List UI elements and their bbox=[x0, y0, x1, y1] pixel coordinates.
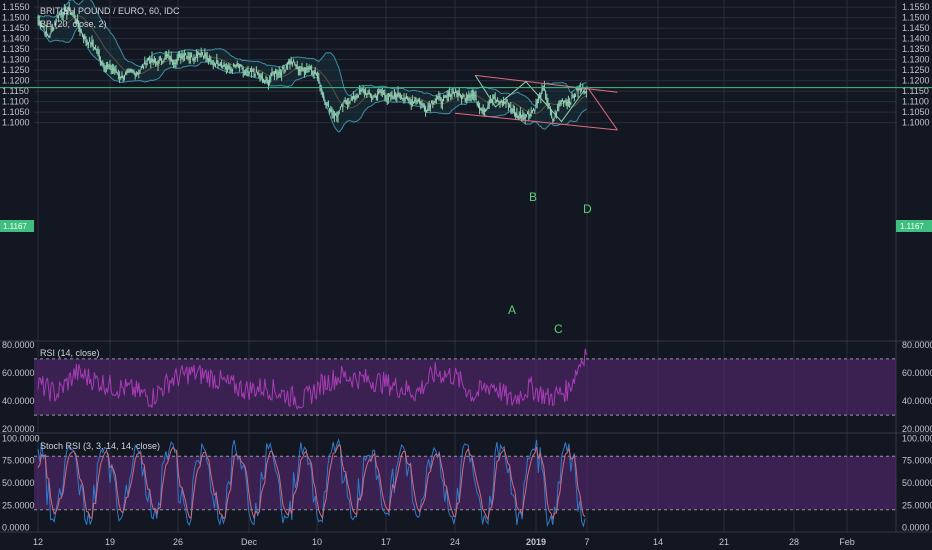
stoch-k-line bbox=[37, 438, 586, 528]
rsi-band-fill bbox=[34, 358, 896, 416]
symbol-title: BRITISH POUND / EURO, 60, IDC bbox=[40, 6, 180, 16]
svg-text:1.1167: 1.1167 bbox=[3, 222, 27, 231]
time-tick-2: 26 bbox=[173, 537, 183, 547]
rsi-tick-0-left: 80.0000 bbox=[2, 340, 35, 350]
price-tick-0-left: 1.1550 bbox=[2, 2, 30, 12]
current-price-tag-left: 1.1167 bbox=[0, 220, 34, 232]
stoch-tick-1: 75.0000 bbox=[902, 456, 932, 466]
price-tick-1: 1.1500 bbox=[902, 13, 930, 23]
time-tick-11: 28 bbox=[789, 537, 799, 547]
price-tick-8: 1.1150 bbox=[902, 86, 929, 96]
harmonic-lower-channel bbox=[454, 112, 618, 131]
price-tick-6-left: 1.1250 bbox=[2, 65, 30, 75]
pattern-label-c: C bbox=[554, 322, 563, 336]
stoch-tick-4-left: 0.0000 bbox=[2, 523, 30, 533]
rsi-tick-0: 80.0000 bbox=[902, 340, 932, 350]
pattern-label-d: D bbox=[583, 202, 592, 216]
time-tick-8: 7 bbox=[584, 537, 589, 547]
svg-text:1.1167: 1.1167 bbox=[900, 222, 924, 231]
price-tick-10: 1.1050 bbox=[902, 107, 930, 117]
rsi-tick-2: 40.0000 bbox=[902, 396, 932, 406]
stoch-tick-2: 50.0000 bbox=[902, 478, 932, 488]
rsi-title: RSI (14, close) bbox=[40, 348, 100, 358]
rsi-tick-2-left: 40.0000 bbox=[2, 396, 35, 406]
price-tick-8-left: 1.1150 bbox=[2, 86, 29, 96]
harmonic-pattern-drawing[interactable] bbox=[454, 74, 618, 131]
price-tick-9-left: 1.1100 bbox=[2, 97, 29, 107]
time-tick-12: Feb bbox=[839, 537, 855, 547]
price-tick-0: 1.1550 bbox=[902, 2, 930, 12]
price-tick-3-left: 1.1400 bbox=[2, 34, 30, 44]
price-pane[interactable] bbox=[0, 0, 932, 133]
price-close-line bbox=[37, 6, 587, 122]
price-tick-4-left: 1.1350 bbox=[2, 44, 30, 54]
harmonic-xabcd-legs bbox=[474, 75, 588, 123]
time-tick-9: 14 bbox=[653, 537, 663, 547]
price-tick-6: 1.1250 bbox=[902, 65, 930, 75]
stoch-tick-3: 25.0000 bbox=[902, 500, 932, 510]
price-tick-3: 1.1400 bbox=[902, 34, 930, 44]
bb-upper bbox=[37, 0, 587, 107]
time-tick-4: 10 bbox=[312, 537, 322, 547]
time-tick-5: 17 bbox=[381, 537, 391, 547]
candlestick-series bbox=[37, 2, 587, 125]
time-tick-7: 2019 bbox=[526, 537, 546, 547]
price-tick-5: 1.1300 bbox=[902, 55, 930, 65]
price-axis[interactable]: 1.15501.15501.15001.15001.14501.14501.14… bbox=[2, 2, 932, 532]
stoch-tick-3-left: 25.0000 bbox=[2, 500, 35, 510]
harmonic-upper-channel bbox=[475, 74, 618, 93]
time-tick-3: Dec bbox=[241, 537, 258, 547]
time-tick-10: 21 bbox=[719, 537, 729, 547]
price-tick-4: 1.1350 bbox=[902, 44, 930, 54]
bb-indicator-title: BB (20, close, 2) bbox=[40, 19, 107, 29]
stoch-tick-2-left: 50.0000 bbox=[2, 478, 35, 488]
rsi-tick-3: 20.0000 bbox=[902, 424, 932, 434]
pattern-label-b: B bbox=[529, 190, 537, 204]
bb-fill bbox=[38, 0, 587, 132]
time-tick-6: 24 bbox=[450, 537, 460, 547]
bb-lower bbox=[37, 20, 587, 133]
stoch-tick-0-left: 100.0000 bbox=[2, 433, 40, 443]
price-tick-1-left: 1.1500 bbox=[2, 13, 30, 23]
stoch-d-line bbox=[37, 444, 586, 521]
rsi-tick-3-left: 20.0000 bbox=[2, 424, 35, 434]
time-axis[interactable]: 12 19 26 Dec 10 17 24 2019 7 14 21 28 Feb bbox=[0, 531, 932, 547]
rsi-pane[interactable] bbox=[34, 348, 896, 416]
stoch-rsi-title: Stoch RSI (3, 3, 14, 14, close) bbox=[40, 441, 160, 451]
time-tick-0: 12 bbox=[33, 537, 43, 547]
stoch-tick-4: 0.0000 bbox=[902, 523, 930, 533]
rsi-tick-1-left: 60.0000 bbox=[2, 368, 35, 378]
stoch-rsi-pane[interactable] bbox=[34, 438, 896, 528]
price-tick-2: 1.1450 bbox=[902, 23, 930, 33]
time-tick-1: 19 bbox=[105, 537, 115, 547]
stoch-tick-1-left: 75.0000 bbox=[2, 456, 35, 466]
price-tick-7: 1.1200 bbox=[902, 76, 930, 86]
price-tick-5-left: 1.1300 bbox=[2, 55, 30, 65]
price-tick-10-left: 1.1050 bbox=[2, 107, 30, 117]
price-tick-11: 1.1000 bbox=[902, 118, 930, 128]
price-tick-2-left: 1.1450 bbox=[2, 23, 30, 33]
price-tick-11-left: 1.1000 bbox=[2, 118, 30, 128]
rsi-tick-1: 60.0000 bbox=[902, 368, 932, 378]
harmonic-projection bbox=[586, 86, 618, 131]
stoch-tick-0: 100.0000 bbox=[902, 433, 932, 443]
price-tick-9: 1.1100 bbox=[902, 97, 929, 107]
price-tick-7-left: 1.1200 bbox=[2, 76, 30, 86]
current-price-tag-right: 1.1167 bbox=[896, 220, 932, 232]
rsi-line bbox=[37, 348, 587, 411]
pattern-label-a: A bbox=[508, 303, 516, 317]
